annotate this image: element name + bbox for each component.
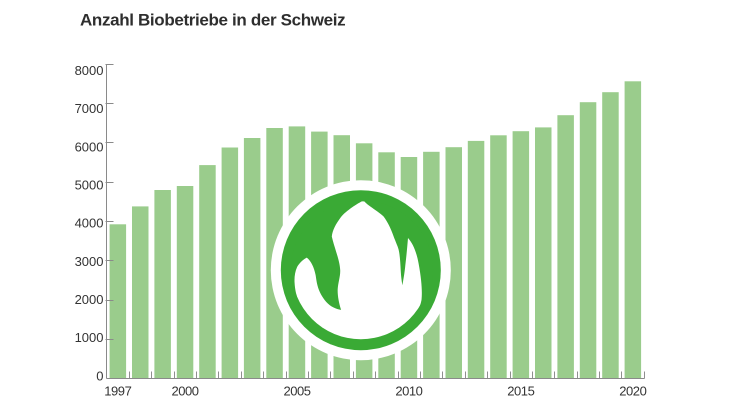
svg-text:1000: 1000: [75, 330, 104, 345]
svg-text:8000: 8000: [75, 63, 104, 78]
svg-text:7000: 7000: [75, 101, 104, 116]
svg-text:2000: 2000: [171, 384, 198, 399]
svg-text:5000: 5000: [75, 178, 104, 193]
svg-text:6000: 6000: [75, 139, 104, 154]
svg-text:2005: 2005: [283, 384, 310, 399]
svg-text:1997: 1997: [104, 384, 131, 399]
svg-text:2000: 2000: [75, 292, 104, 307]
svg-text:Anzahl Biobetriebe in der Schw: Anzahl Biobetriebe in der Schweiz: [80, 10, 345, 29]
svg-text:0: 0: [96, 368, 103, 383]
svg-text:2020: 2020: [619, 384, 646, 399]
svg-text:2015: 2015: [507, 384, 534, 399]
svg-text:2010: 2010: [395, 384, 422, 399]
svg-text:4000: 4000: [75, 216, 104, 231]
svg-text:3000: 3000: [75, 254, 104, 269]
